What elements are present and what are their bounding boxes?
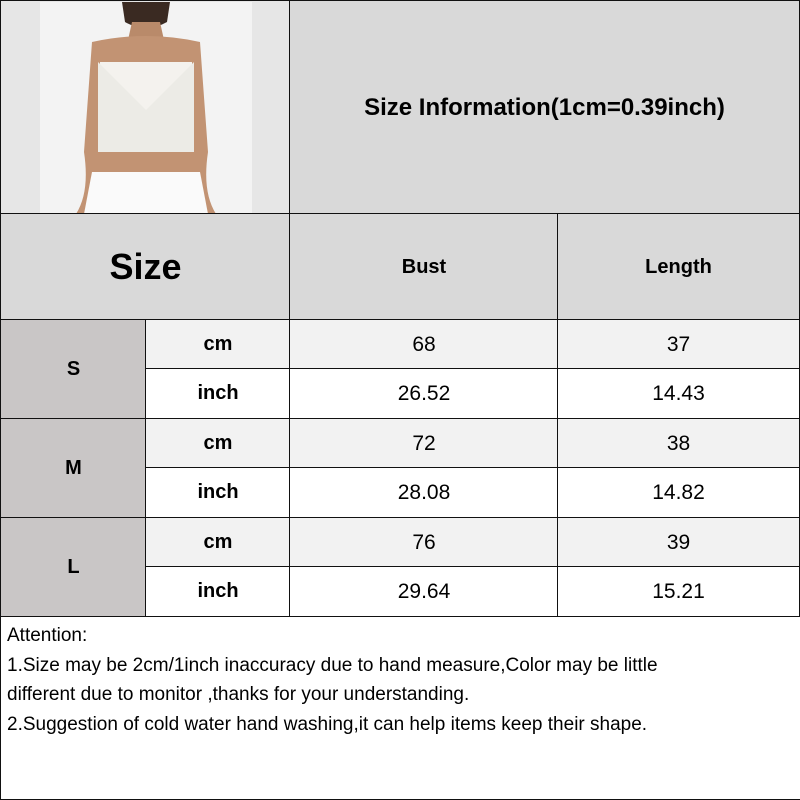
model-image (39, 1, 252, 214)
length-value: 14.82 (557, 467, 800, 518)
bust-value-text: 26.52 (397, 381, 451, 405)
size-label: L (0, 517, 147, 617)
attention-heading: Attention: (7, 625, 88, 646)
header-length: Length (557, 213, 800, 321)
unit-cell: inch (145, 467, 291, 518)
bust-value-text: 68 (412, 332, 436, 356)
bust-value: 29.64 (289, 566, 559, 617)
length-value-text: 38 (666, 431, 691, 455)
unit-cell-text: inch (197, 580, 239, 602)
attention-line: 1.Size may be 2cm/1inch inaccuracy due t… (7, 654, 658, 676)
length-value-text: 14.82 (652, 480, 705, 504)
length-value: 39 (557, 517, 800, 568)
unit-cell: cm (145, 517, 291, 568)
attention-line: 2.Suggestion of cold water hand washing,… (7, 713, 648, 735)
bust-value: 28.08 (289, 467, 559, 518)
length-value-text: 14.43 (652, 381, 705, 405)
bust-value: 76 (289, 517, 559, 568)
length-value-text: 39 (666, 530, 691, 554)
bust-value-text: 29.64 (397, 579, 451, 603)
header-size: Size (0, 213, 291, 321)
length-value: 15.21 (557, 566, 800, 617)
length-value: 14.43 (557, 368, 800, 419)
unit-cell-text: inch (197, 481, 239, 503)
size-info-title: Size Information(1cm=0.39inch) (289, 0, 800, 215)
unit-cell: cm (145, 319, 291, 370)
attention-notes: Attention: 1.Size may be 2cm/1inch inacc… (0, 615, 800, 800)
unit-cell-text: cm (203, 333, 233, 355)
length-value: 37 (557, 319, 800, 370)
unit-cell-text: inch (197, 382, 239, 404)
product-photo (0, 0, 291, 215)
title-text: Size Information(1cm=0.39inch) (364, 93, 725, 121)
unit-cell: cm (145, 418, 291, 469)
length-value-text: 15.21 (652, 579, 705, 603)
size-label-text: S (66, 357, 81, 380)
size-label: S (0, 319, 147, 419)
bust-value: 26.52 (289, 368, 559, 419)
unit-cell-text: cm (203, 432, 233, 454)
size-label: M (0, 418, 147, 518)
bust-value: 68 (289, 319, 559, 370)
attention-line: different due to monitor ,thanks for you… (7, 684, 470, 705)
bust-value-text: 72 (412, 431, 436, 455)
bust-value-text: 76 (412, 530, 436, 554)
header-bust: Bust (289, 213, 559, 321)
unit-cell: inch (145, 368, 291, 419)
bust-value: 72 (289, 418, 559, 469)
unit-cell: inch (145, 566, 291, 617)
size-label-text: L (67, 555, 80, 578)
length-header-text: Length (645, 255, 712, 278)
length-value: 38 (557, 418, 800, 469)
unit-cell-text: cm (203, 531, 233, 553)
size-label-text: M (65, 456, 82, 479)
size-header-text: Size (109, 246, 182, 287)
bust-value-text: 28.08 (397, 480, 451, 504)
bust-header-text: Bust (401, 255, 447, 278)
length-value-text: 37 (666, 332, 691, 356)
